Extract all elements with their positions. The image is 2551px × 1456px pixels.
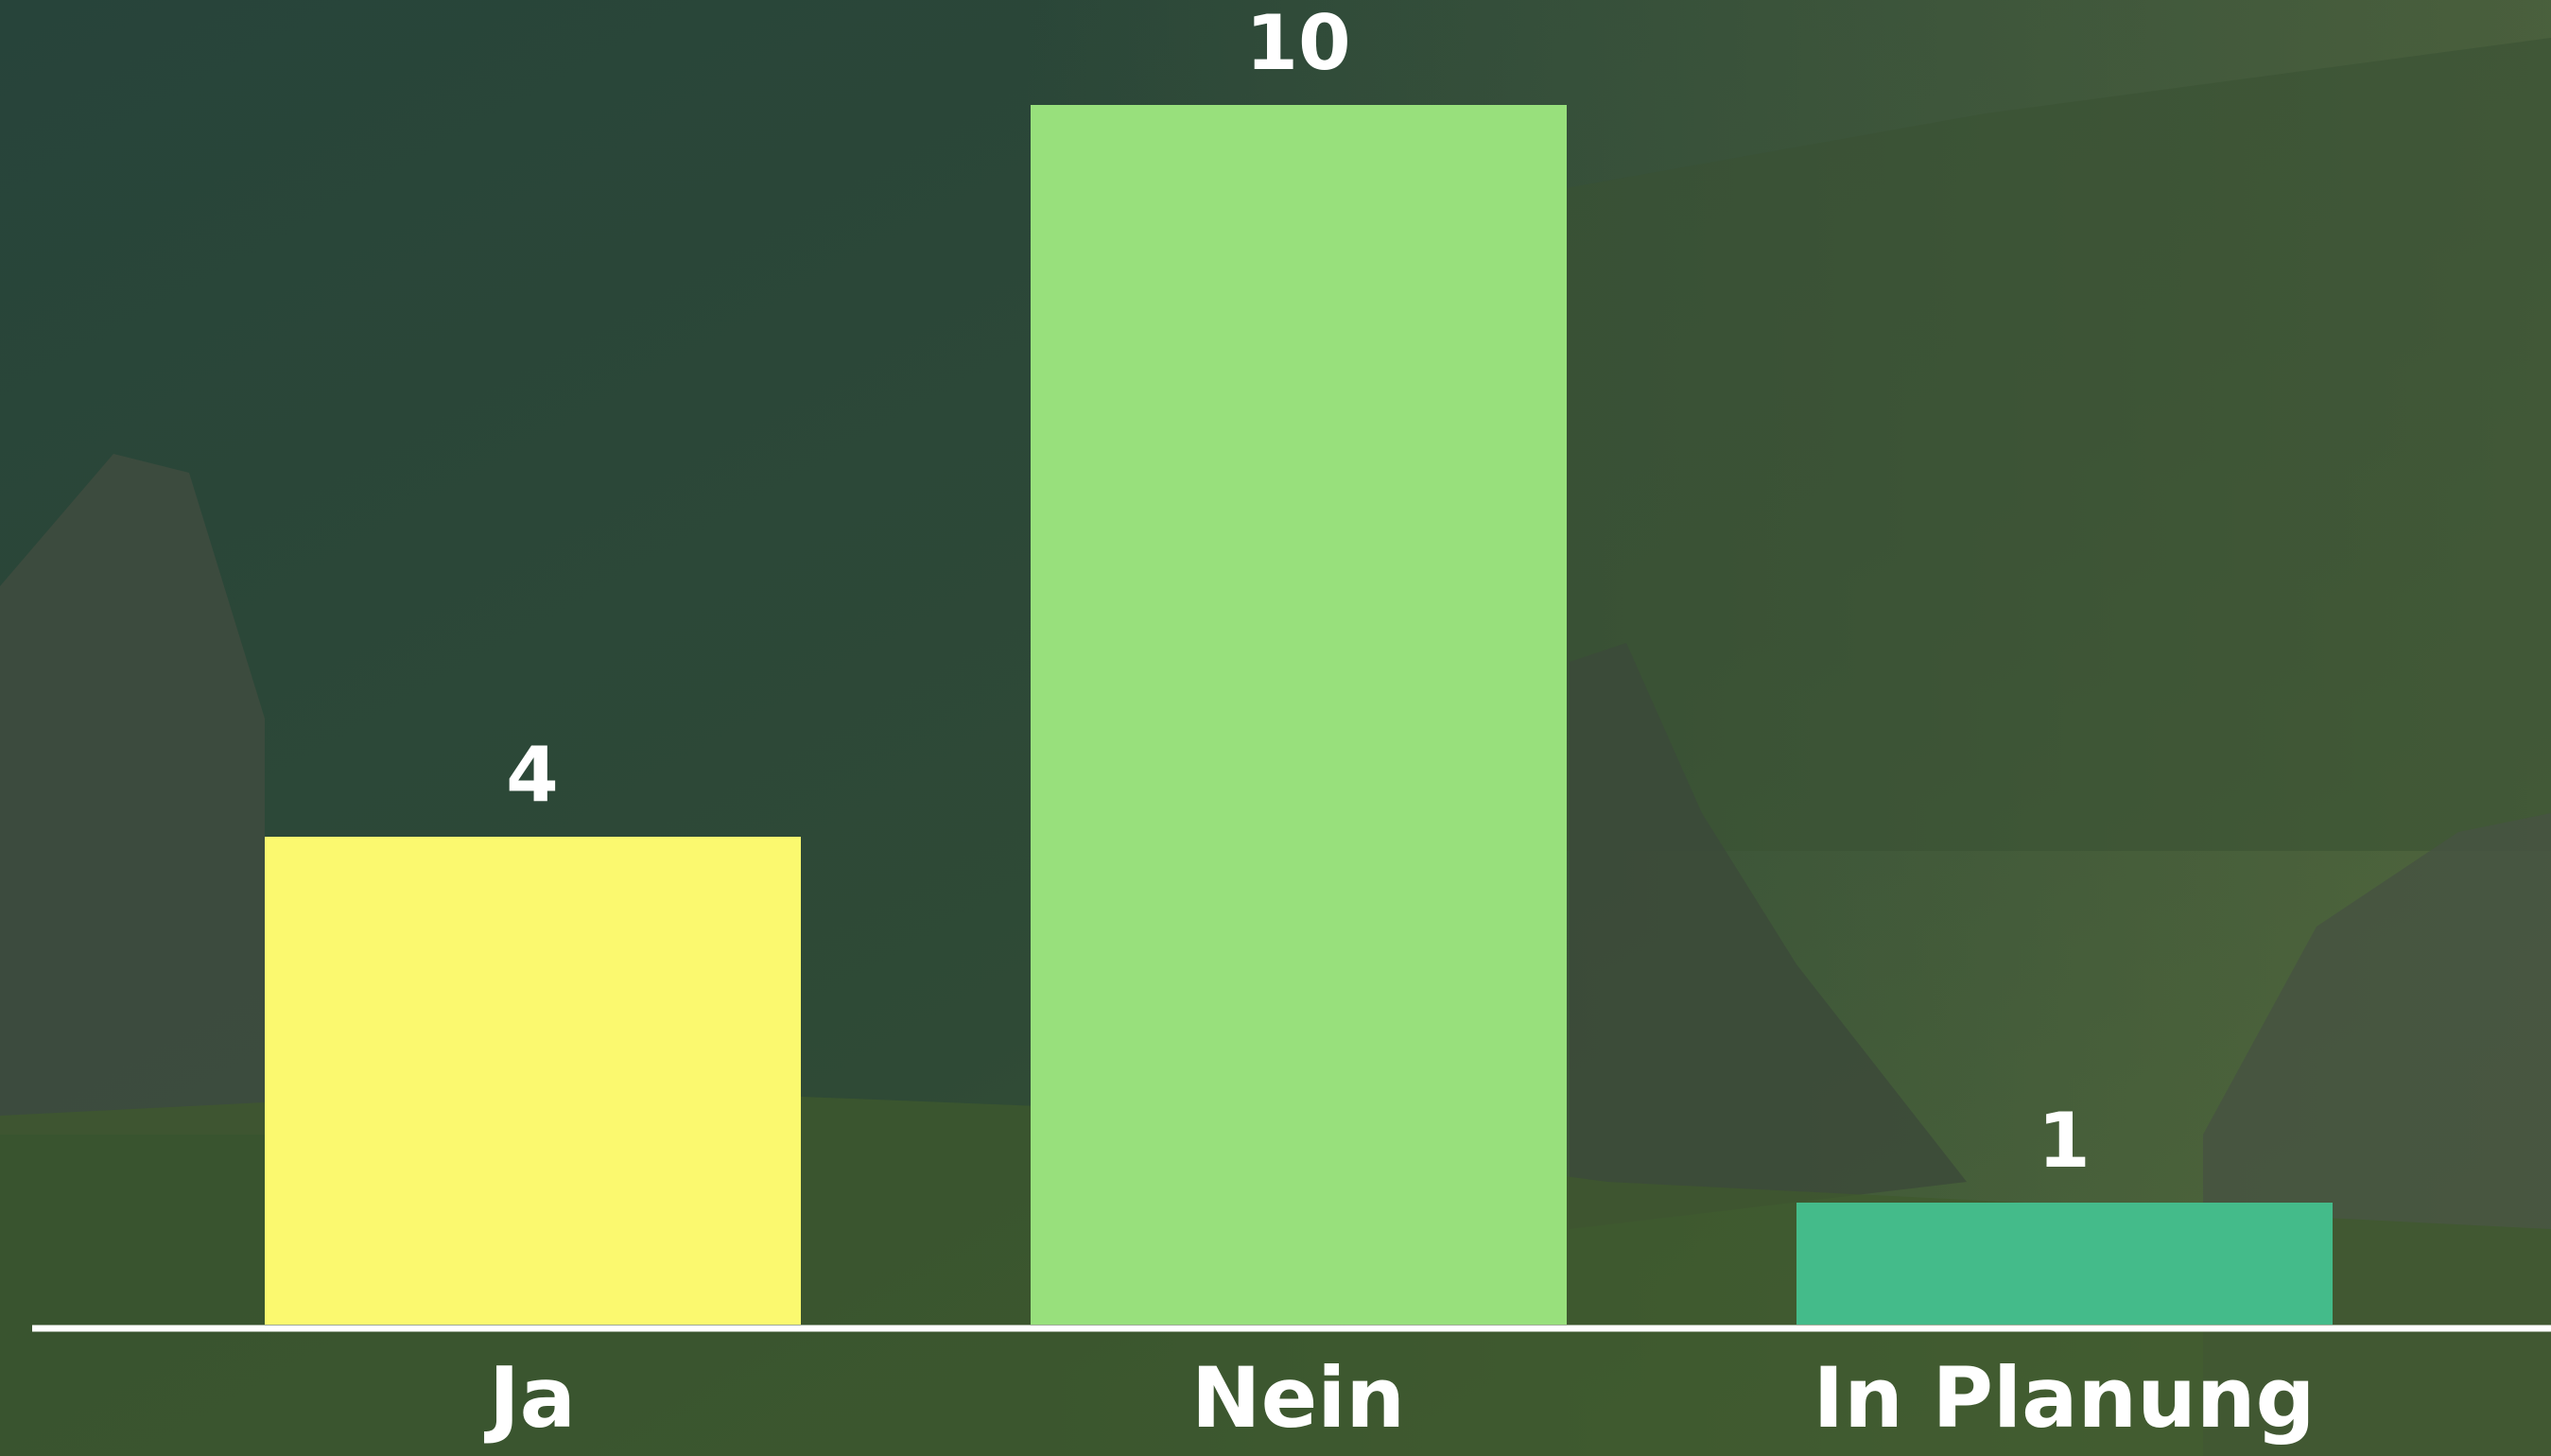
bar (1031, 105, 1567, 1325)
bar (1796, 1203, 2333, 1325)
bar (265, 837, 801, 1325)
x-tick-label: In Planung (1813, 1349, 2315, 1447)
x-tick-label: Nein (1191, 1349, 1405, 1447)
value-label: 10 (1245, 0, 1350, 87)
value-label: 1 (2038, 1097, 2091, 1185)
x-tick-label: Ja (484, 1349, 576, 1447)
value-label: 4 (506, 731, 559, 819)
plot-area: 4 Ja 10 Nein 1 In Planung (265, 0, 2333, 1447)
